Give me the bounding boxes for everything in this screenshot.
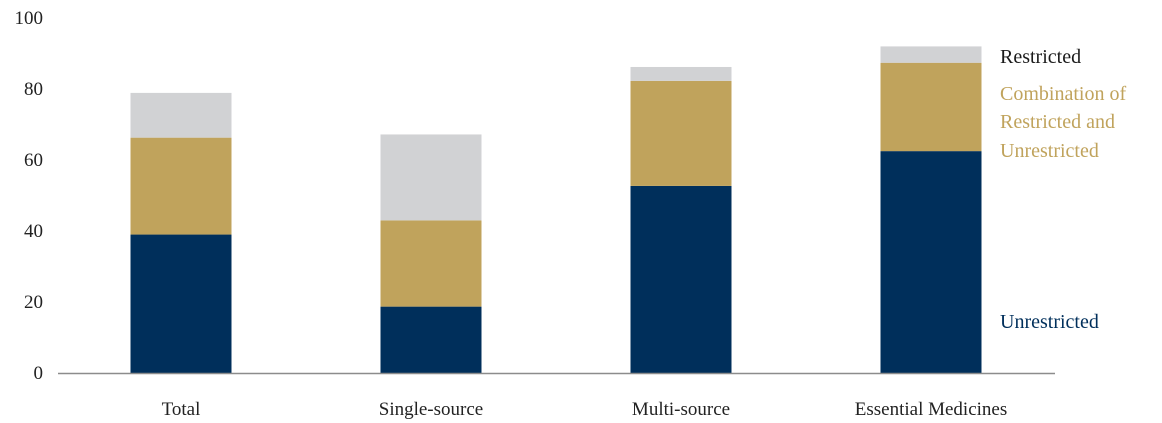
bar-segment: [630, 185, 732, 373]
y-tick-label: 100: [15, 8, 44, 29]
y-tick-label: 40: [24, 221, 43, 242]
y-tick-label: 0: [34, 363, 44, 384]
legend-label: Unrestricted: [1000, 140, 1099, 162]
bar-segment: [130, 137, 232, 235]
category-labels: Total Single-source Multi-source Essential …: [162, 399, 1008, 420]
legend-label: Restricted: [1000, 46, 1081, 68]
y-tick-label: 80: [24, 79, 43, 100]
bar-segment: [380, 306, 482, 373]
bar-segment: [380, 220, 482, 307]
legend: Restricted Combination of Restricted and Un…: [1000, 46, 1126, 333]
x-tick-label: Single-source: [379, 399, 483, 420]
x-tick-label: Essential Medicines: [855, 399, 1008, 420]
y-tick-label: 60: [24, 150, 43, 171]
y-axis-ticks: 0 20 40 60 80 100: [15, 8, 44, 384]
bar-segment: [880, 46, 982, 63]
legend-label: Unrestricted: [1000, 311, 1099, 333]
bar-segment: [630, 80, 732, 186]
bar-segment: [130, 234, 232, 373]
x-tick-label: Total: [162, 399, 201, 420]
bar-segment: [630, 66, 732, 81]
bar-segment: [130, 92, 232, 138]
legend-label: Restricted and: [1000, 111, 1115, 133]
y-tick-label: 20: [24, 292, 43, 313]
x-tick-label: Multi-source: [632, 399, 730, 420]
bars: [130, 46, 982, 373]
bar-segment: [880, 62, 982, 152]
legend-label: Combination of: [1000, 83, 1126, 105]
bar-segment: [380, 134, 482, 221]
bar-segment: [880, 151, 982, 373]
